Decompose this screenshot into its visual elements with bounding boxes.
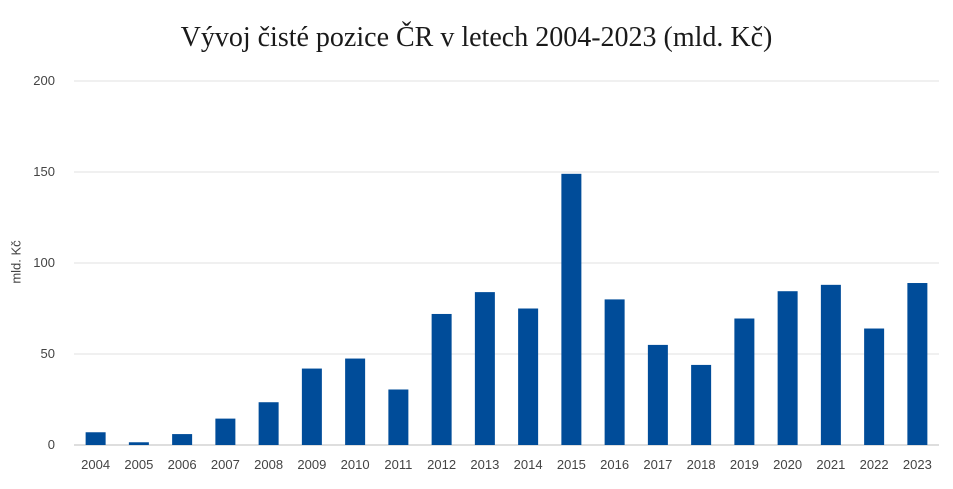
bar-2007[interactable] — [215, 418, 236, 445]
x-tick-label: 2015 — [557, 457, 586, 472]
x-tick-label: 2009 — [297, 457, 326, 472]
bar-2009[interactable] — [301, 368, 322, 445]
y-tick-labels: 0 50 100 150 200 — [33, 73, 55, 452]
x-tick-label: 2016 — [600, 457, 629, 472]
bar-2020[interactable] — [777, 291, 798, 445]
chart-title: Vývoj čisté pozice ČR v letech 2004-2023… — [180, 22, 773, 53]
x-tick-label: 2023 — [903, 457, 932, 472]
x-tick-label: 2020 — [773, 457, 802, 472]
bar-2005[interactable] — [128, 442, 149, 445]
bars — [85, 173, 928, 446]
bar-2011[interactable] — [388, 389, 409, 445]
x-tick-label: 2017 — [643, 457, 672, 472]
x-tick-label: 2006 — [168, 457, 197, 472]
x-tick-label: 2004 — [81, 457, 110, 472]
bar-2016[interactable] — [604, 299, 625, 445]
x-tick-label: 2007 — [211, 457, 240, 472]
x-tick-labels: 2004 2005 2006 2007 2008 2009 2010 2011 2012 2013… — [81, 457, 932, 472]
x-tick-label: 2008 — [254, 457, 283, 472]
gridlines — [74, 80, 939, 446]
x-tick-label: 2021 — [816, 457, 845, 472]
y-tick-label: 200 — [33, 73, 55, 88]
bar-2012[interactable] — [431, 313, 452, 445]
bar-2014[interactable] — [518, 308, 539, 446]
bar-2013[interactable] — [474, 292, 495, 445]
bar-2021[interactable] — [820, 284, 841, 445]
x-tick-label: 2012 — [427, 457, 456, 472]
x-tick-label: 2019 — [730, 457, 759, 472]
x-tick-label: 2005 — [124, 457, 153, 472]
y-tick-label: 100 — [33, 255, 55, 270]
x-tick-label: 2011 — [384, 457, 412, 472]
bar-2010[interactable] — [345, 358, 366, 445]
x-tick-label: 2018 — [687, 457, 716, 472]
bar-2022[interactable] — [864, 328, 885, 445]
y-tick-label: 50 — [41, 346, 55, 361]
x-tick-label: 2022 — [860, 457, 889, 472]
bar-2018[interactable] — [691, 364, 712, 445]
bar-2023[interactable] — [907, 283, 928, 445]
bar-2015[interactable] — [561, 173, 582, 445]
bar-2008[interactable] — [258, 402, 279, 445]
bar-2017[interactable] — [647, 344, 668, 445]
bar-2006[interactable] — [172, 434, 193, 445]
x-tick-label: 2014 — [514, 457, 543, 472]
bar-2019[interactable] — [734, 318, 755, 445]
y-tick-label: 150 — [33, 164, 55, 179]
y-tick-label: 0 — [48, 437, 55, 452]
x-tick-label: 2013 — [470, 457, 499, 472]
bar-2004[interactable] — [85, 432, 106, 445]
x-tick-label: 2010 — [341, 457, 370, 472]
